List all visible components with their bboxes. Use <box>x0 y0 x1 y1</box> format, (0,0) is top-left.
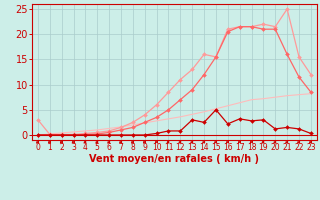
X-axis label: Vent moyen/en rafales ( km/h ): Vent moyen/en rafales ( km/h ) <box>89 154 260 164</box>
